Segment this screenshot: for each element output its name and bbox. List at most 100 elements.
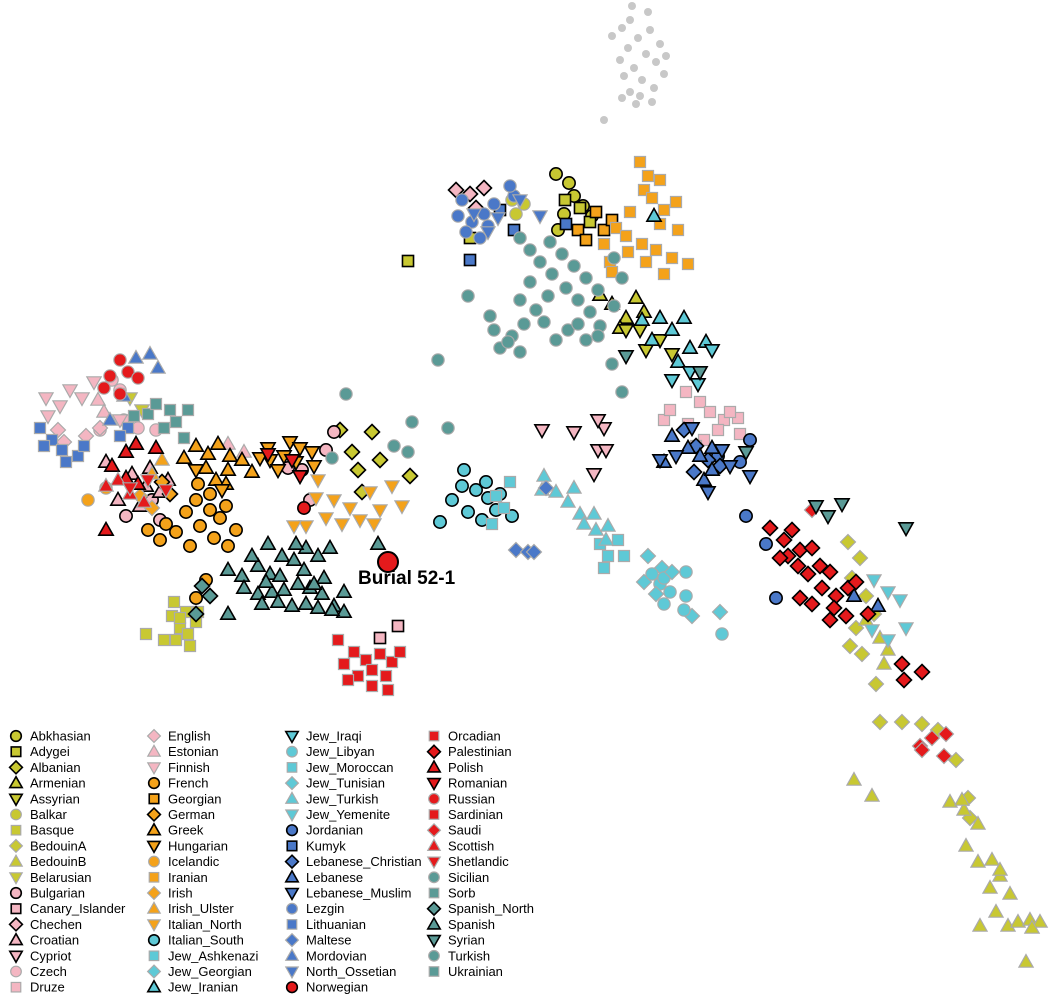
- point-lebanese-muslim: [651, 453, 669, 470]
- legend-label-basque: Basque: [30, 823, 74, 838]
- legend-label-kumyk: Kumyk: [306, 838, 346, 853]
- point-jew-turkish: [585, 505, 603, 520]
- legend-marker-sorb: [428, 887, 440, 899]
- point-greek: [221, 446, 239, 463]
- point-turkish: [561, 323, 575, 337]
- legend-label-iranian: Iranian: [168, 870, 208, 885]
- point-jew-turkish: [599, 517, 617, 532]
- point-palestinian: [791, 589, 809, 607]
- legend-label-balkar: Balkar: [30, 807, 68, 822]
- point-georgian: [579, 233, 593, 247]
- point-french: [221, 539, 235, 553]
- point-jew-ashkenazi: [503, 475, 517, 489]
- point-jew-tunisian: [663, 563, 681, 581]
- point-jordanian: [759, 537, 773, 551]
- point-sardinian: [331, 633, 345, 647]
- point-greek: [187, 436, 205, 453]
- point-lebanese: [679, 438, 697, 455]
- legend-label-cypriot: Cypriot: [30, 948, 72, 963]
- point-orcadian: [347, 645, 361, 659]
- point-italian-south: [455, 479, 469, 493]
- point-turkish: [483, 309, 497, 323]
- reference-point: [632, 100, 640, 108]
- point-irish-ulster: [153, 451, 171, 466]
- point-turkish: [513, 231, 527, 245]
- point-palestinian: [771, 549, 789, 567]
- legend-marker-adygei: [10, 746, 22, 758]
- legend-marker-italian-south: [147, 933, 161, 947]
- legend-marker-jew-moroccan: [286, 762, 298, 773]
- point-norwegian: [297, 501, 311, 515]
- point-italian-south: [433, 515, 447, 529]
- reference-point: [646, 26, 654, 34]
- legend-marker-north-ossetian: [284, 966, 300, 980]
- legend-label-shetlandic: Shetlandic: [448, 854, 509, 869]
- point-druze: [693, 395, 707, 409]
- reference-point: [626, 88, 634, 96]
- point-russian: [131, 371, 145, 385]
- point-finnish: [73, 392, 91, 407]
- point-jew-turkish: [535, 467, 553, 482]
- legend-label-scottish: Scottish: [448, 838, 494, 853]
- point-lebanese-muslim: [721, 459, 739, 476]
- point-jew-yemenite: [891, 594, 909, 609]
- point-orcadian: [365, 663, 379, 677]
- point-greek: [233, 450, 251, 467]
- point-spanish: [243, 546, 261, 563]
- point-iranian: [657, 267, 671, 281]
- legend-label-jew-moroccan: Jew_Moroccan: [306, 760, 393, 775]
- point-spanish: [323, 600, 341, 617]
- point-georgian: [589, 205, 603, 219]
- point-lithuanian: [121, 421, 135, 435]
- legend-label-czech: Czech: [30, 964, 67, 979]
- reference-point: [630, 64, 638, 72]
- point-russian: [113, 387, 127, 401]
- point-albanian: [349, 461, 367, 479]
- point-basque: [157, 633, 171, 647]
- legend-label-druze: Druze: [30, 980, 65, 995]
- legend-label-polish: Polish: [448, 760, 483, 775]
- point-russian: [121, 365, 135, 379]
- legend-marker-greek: [146, 822, 162, 836]
- point-saudi: [937, 725, 955, 743]
- point-bedouina: [871, 713, 889, 731]
- point-bedouina: [913, 715, 931, 733]
- point-iranian: [645, 191, 659, 205]
- point-north-ossetian: [489, 212, 507, 227]
- point-turkish: [571, 293, 585, 307]
- legend-marker-chechen: [8, 916, 24, 932]
- point-spanish: [275, 580, 293, 597]
- point-bedouinb: [957, 837, 975, 852]
- legend-label-syrian: Syrian: [448, 933, 485, 948]
- legend-label-abkhasian: Abkhasian: [30, 729, 91, 744]
- point-lebanese-christian: [685, 463, 703, 481]
- point-italian-north: [307, 492, 325, 507]
- reference-point: [600, 116, 608, 124]
- point-french: [193, 519, 207, 533]
- point-syrian: [807, 499, 825, 516]
- point-hungarian: [213, 483, 231, 500]
- point-french: [153, 533, 167, 547]
- legend-marker-russian: [428, 792, 440, 805]
- point-orcadian: [341, 673, 355, 687]
- point-lezgin: [459, 225, 473, 239]
- point-greek: [219, 460, 237, 477]
- point-lezgin: [451, 209, 465, 223]
- point-spanish-north: [201, 587, 219, 605]
- point-italian-north: [361, 486, 379, 501]
- point-druze: [723, 405, 737, 419]
- legend-marker-druze: [10, 981, 22, 993]
- point-palestinian: [827, 587, 845, 605]
- point-spanish: [271, 566, 289, 583]
- legend-label-jew-ashkenazi: Jew_Ashkenazi: [168, 948, 258, 963]
- point-spanish: [369, 534, 387, 551]
- point-spanish: [219, 560, 237, 577]
- point-palestinian: [775, 531, 793, 549]
- point-iranian: [641, 169, 655, 183]
- point-iranian: [619, 229, 633, 243]
- point-greek: [199, 444, 217, 461]
- point-assyrian: [617, 323, 635, 340]
- legend-marker-scottish: [426, 838, 442, 852]
- point-palestinian: [821, 611, 839, 629]
- point-jew-iranian: [675, 308, 693, 325]
